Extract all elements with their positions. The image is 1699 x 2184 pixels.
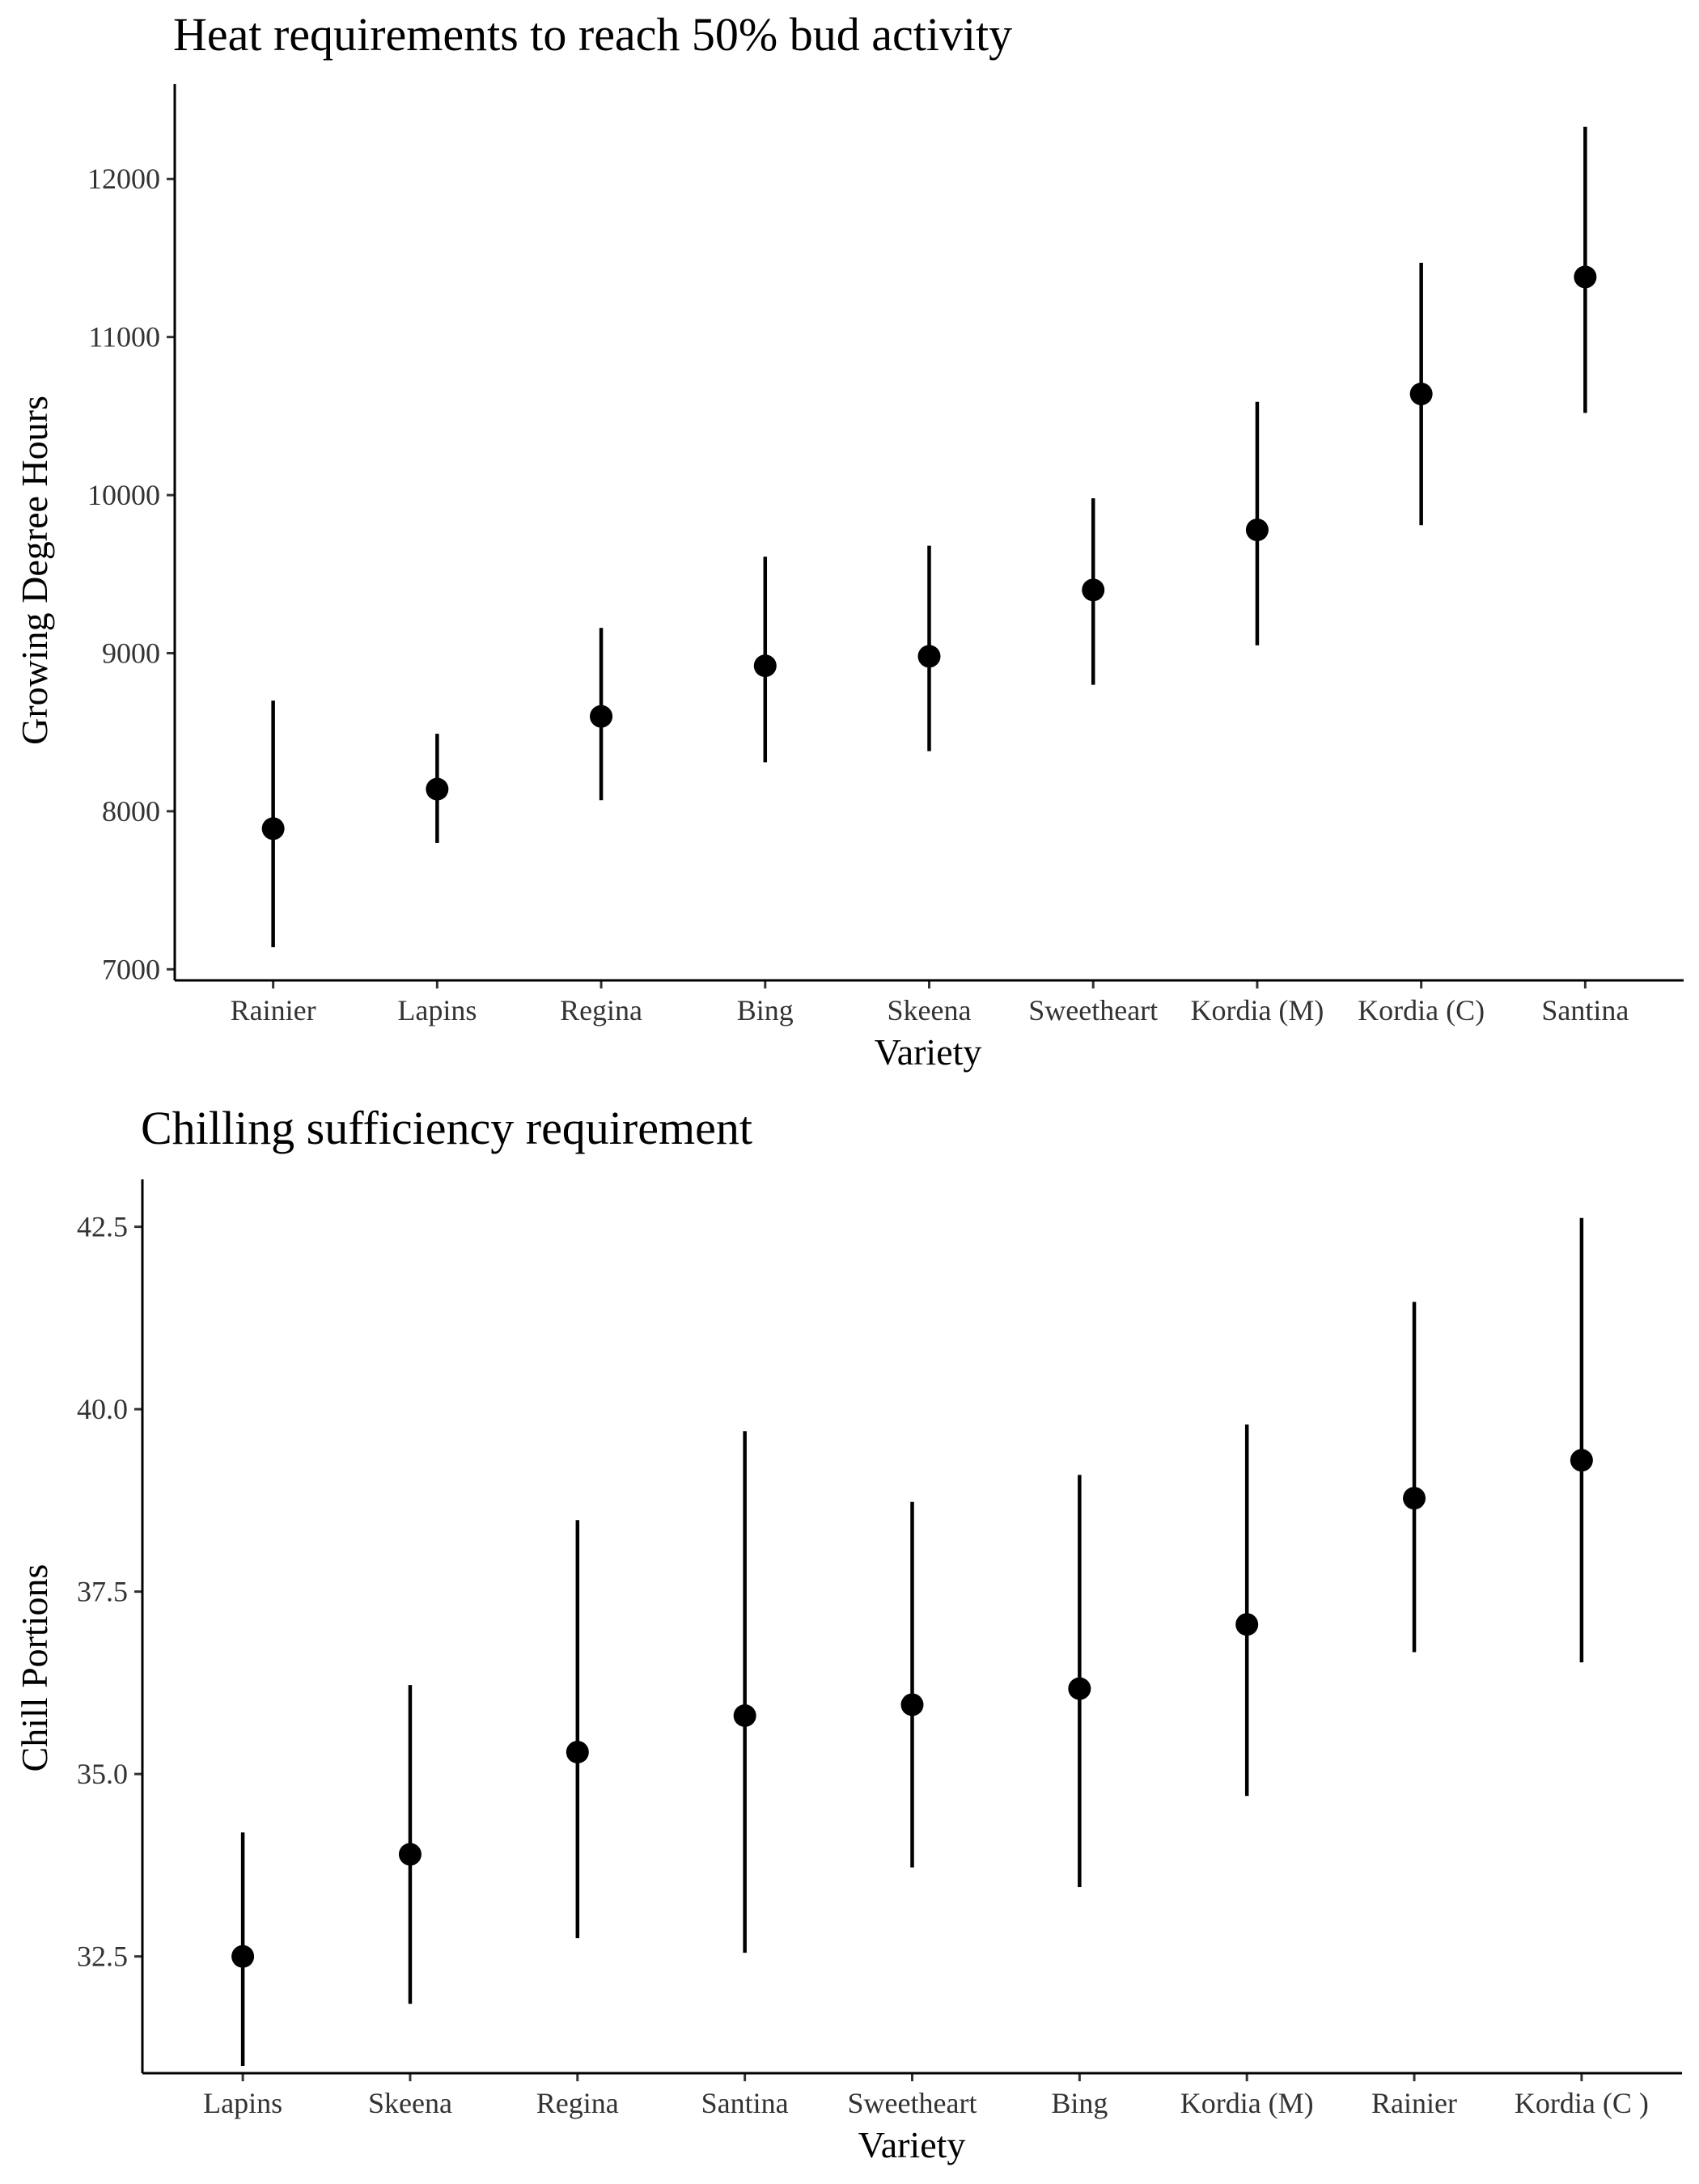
data-point (231, 1945, 255, 1968)
x-axis-title: Variety (875, 1031, 982, 1073)
data-point (1245, 518, 1269, 542)
y-tick-label: 40.0 (77, 1393, 128, 1425)
y-tick-label: 32.5 (77, 1941, 128, 1973)
data-point (590, 705, 613, 728)
data-point (426, 777, 449, 801)
x-tick-label: Kordia (M) (1180, 2087, 1314, 2119)
x-tick-label: Bing (737, 994, 794, 1026)
x-tick-label: Kordia (C ) (1515, 2087, 1649, 2119)
y-tick-label: 11000 (88, 321, 160, 353)
plot-area: 7000 8000 9000 10000 11000 12000 Rainier Lapins… (87, 126, 1629, 1026)
data-point (1082, 578, 1105, 602)
data-point (733, 1704, 756, 1727)
x-tick-label: Bing (1051, 2087, 1108, 2119)
data-point (1068, 1677, 1091, 1700)
data-point (900, 1693, 924, 1716)
data-point (1235, 1613, 1259, 1636)
x-tick-label: Sweetheart (848, 2087, 977, 2119)
x-tick-label: Rainier (1371, 2087, 1457, 2119)
y-tick-label: 9000 (102, 637, 160, 669)
x-tick-label: Lapins (397, 994, 477, 1026)
y-tick-label: 12000 (87, 163, 160, 195)
data-point (1409, 383, 1433, 406)
x-tick-label: Rainier (231, 994, 316, 1026)
chilling-requirement-panel: Chilling sufficiency requirement Chill P… (14, 1102, 1682, 2165)
x-tick-label: Kordia (M) (1190, 994, 1324, 1026)
x-tick-label: Skeena (888, 994, 972, 1026)
y-axis-title: Chill Portions (14, 1564, 55, 1772)
y-tick-label: 35.0 (77, 1758, 128, 1790)
data-point (917, 645, 941, 668)
y-tick-label: 10000 (87, 479, 160, 511)
x-tick-label: Sweetheart (1028, 994, 1158, 1026)
x-tick-label: Lapins (203, 2087, 282, 2119)
x-tick-label: Santina (1541, 994, 1629, 1026)
x-tick-label: Kordia (C) (1358, 994, 1485, 1026)
data-point (753, 654, 777, 678)
y-tick-label: 8000 (102, 795, 160, 827)
x-axis-title: Variety (858, 2124, 966, 2165)
data-point (398, 1843, 422, 1866)
y-axis-title: Growing Degree Hours (14, 396, 55, 745)
data-point (566, 1741, 589, 1764)
y-tick-label: 37.5 (77, 1576, 128, 1608)
chart-title: Chilling sufficiency requirement (141, 1102, 752, 1154)
plot-area: 32.5 35.0 37.5 40.0 42.5 Lapins Skeena Regina Sa… (77, 1211, 1649, 2119)
y-tick-label: 42.5 (77, 1211, 128, 1243)
data-point (1403, 1487, 1426, 1510)
data-point (1570, 1449, 1593, 1472)
chart-title: Heat requirements to reach 50% bud activ… (173, 8, 1012, 61)
heat-requirement-panel: Heat requirements to reach 50% bud activ… (14, 8, 1684, 1073)
x-tick-label: Santina (701, 2087, 789, 2119)
x-tick-label: Skeena (368, 2087, 452, 2119)
data-point (1574, 265, 1597, 289)
y-tick-label: 7000 (102, 953, 160, 985)
x-tick-label: Regina (560, 994, 642, 1026)
data-point (261, 817, 285, 840)
x-tick-label: Regina (536, 2087, 619, 2119)
